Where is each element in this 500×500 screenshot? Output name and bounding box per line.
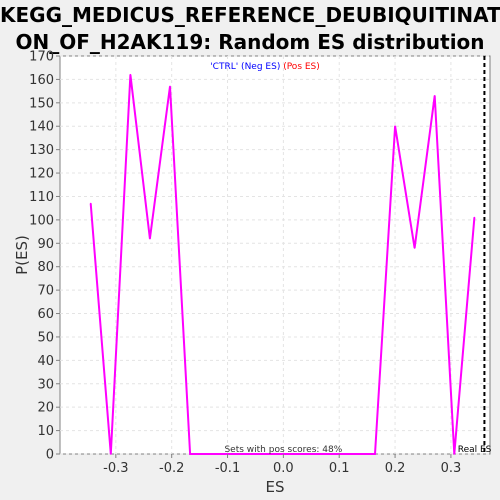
y-tick-label: 120 <box>29 167 54 182</box>
x-axis-label: ES <box>266 478 285 496</box>
x-tick-label: -0.3 <box>103 461 128 476</box>
data-point <box>169 85 171 88</box>
y-tick-label: 160 <box>29 73 54 88</box>
data-point <box>89 202 92 205</box>
y-tick-label: 140 <box>29 120 54 135</box>
data-point <box>394 125 396 128</box>
y-tick-label: 30 <box>37 377 54 392</box>
y-tick-label: 130 <box>29 143 54 158</box>
y-tick-label: 150 <box>29 96 54 111</box>
data-point <box>413 247 416 249</box>
data-point <box>453 453 456 455</box>
x-axis: -0.3 -0.2 -0.1 0.0 0.1 0.2 0.3 <box>103 454 461 476</box>
data-point <box>473 216 476 219</box>
x-tick-label: 0.0 <box>273 461 294 476</box>
y-tick-label: 0 <box>46 448 54 463</box>
data-point <box>110 453 112 455</box>
chart-title: KEGG_MEDICUS_REFERENCE_DEUBIQUITINATI ON… <box>0 0 500 56</box>
data-point <box>189 453 191 455</box>
legend-pos-es: (Pos ES) <box>280 62 319 72</box>
chart-title-line-2: ON_OF_H2AK119: Random ES distribution <box>15 30 485 54</box>
x-tick-label: -0.1 <box>215 461 240 476</box>
chart-title-line-1: KEGG_MEDICUS_REFERENCE_DEUBIQUITINATI <box>0 3 500 27</box>
legend-neg-es: 'CTRL' (Neg ES) <box>210 62 280 72</box>
x-tick-label: 0.2 <box>385 461 406 476</box>
data-point <box>149 237 151 240</box>
y-tick-label: 110 <box>29 190 54 205</box>
y-tick-label: 50 <box>37 330 54 345</box>
y-tick-label: 60 <box>37 307 54 322</box>
x-tick-label: 0.3 <box>441 461 462 476</box>
y-tick-label: 10 <box>37 424 54 439</box>
x-tick-label: -0.2 <box>159 461 184 476</box>
y-tick-label: 90 <box>37 237 54 252</box>
es-distribution-line <box>89 74 476 455</box>
y-tick-label: 100 <box>29 213 54 228</box>
y-axis: 0 10 20 30 40 50 60 70 80 90 100 110 120 130 140 150 160… <box>29 50 60 463</box>
y-axis-label: P(ES) <box>13 235 31 275</box>
x-tick-label: 0.1 <box>329 461 350 476</box>
series-layer <box>89 73 476 455</box>
data-point <box>374 453 376 455</box>
y-tick-label: 40 <box>37 354 54 369</box>
y-tick-label: 80 <box>37 260 54 275</box>
y-tick-label: 70 <box>37 284 54 299</box>
y-tick-label: 20 <box>37 401 54 416</box>
pos-scores-annotation: Sets with pos scores: 48% <box>224 445 342 455</box>
data-point <box>129 73 132 76</box>
y-tick-label: 170 <box>29 50 54 65</box>
data-point <box>433 95 436 97</box>
real-es-label: Real ES <box>458 445 492 455</box>
plot-area <box>59 55 491 455</box>
legend: 'CTRL' (Neg ES) (Pos ES) <box>210 62 320 72</box>
